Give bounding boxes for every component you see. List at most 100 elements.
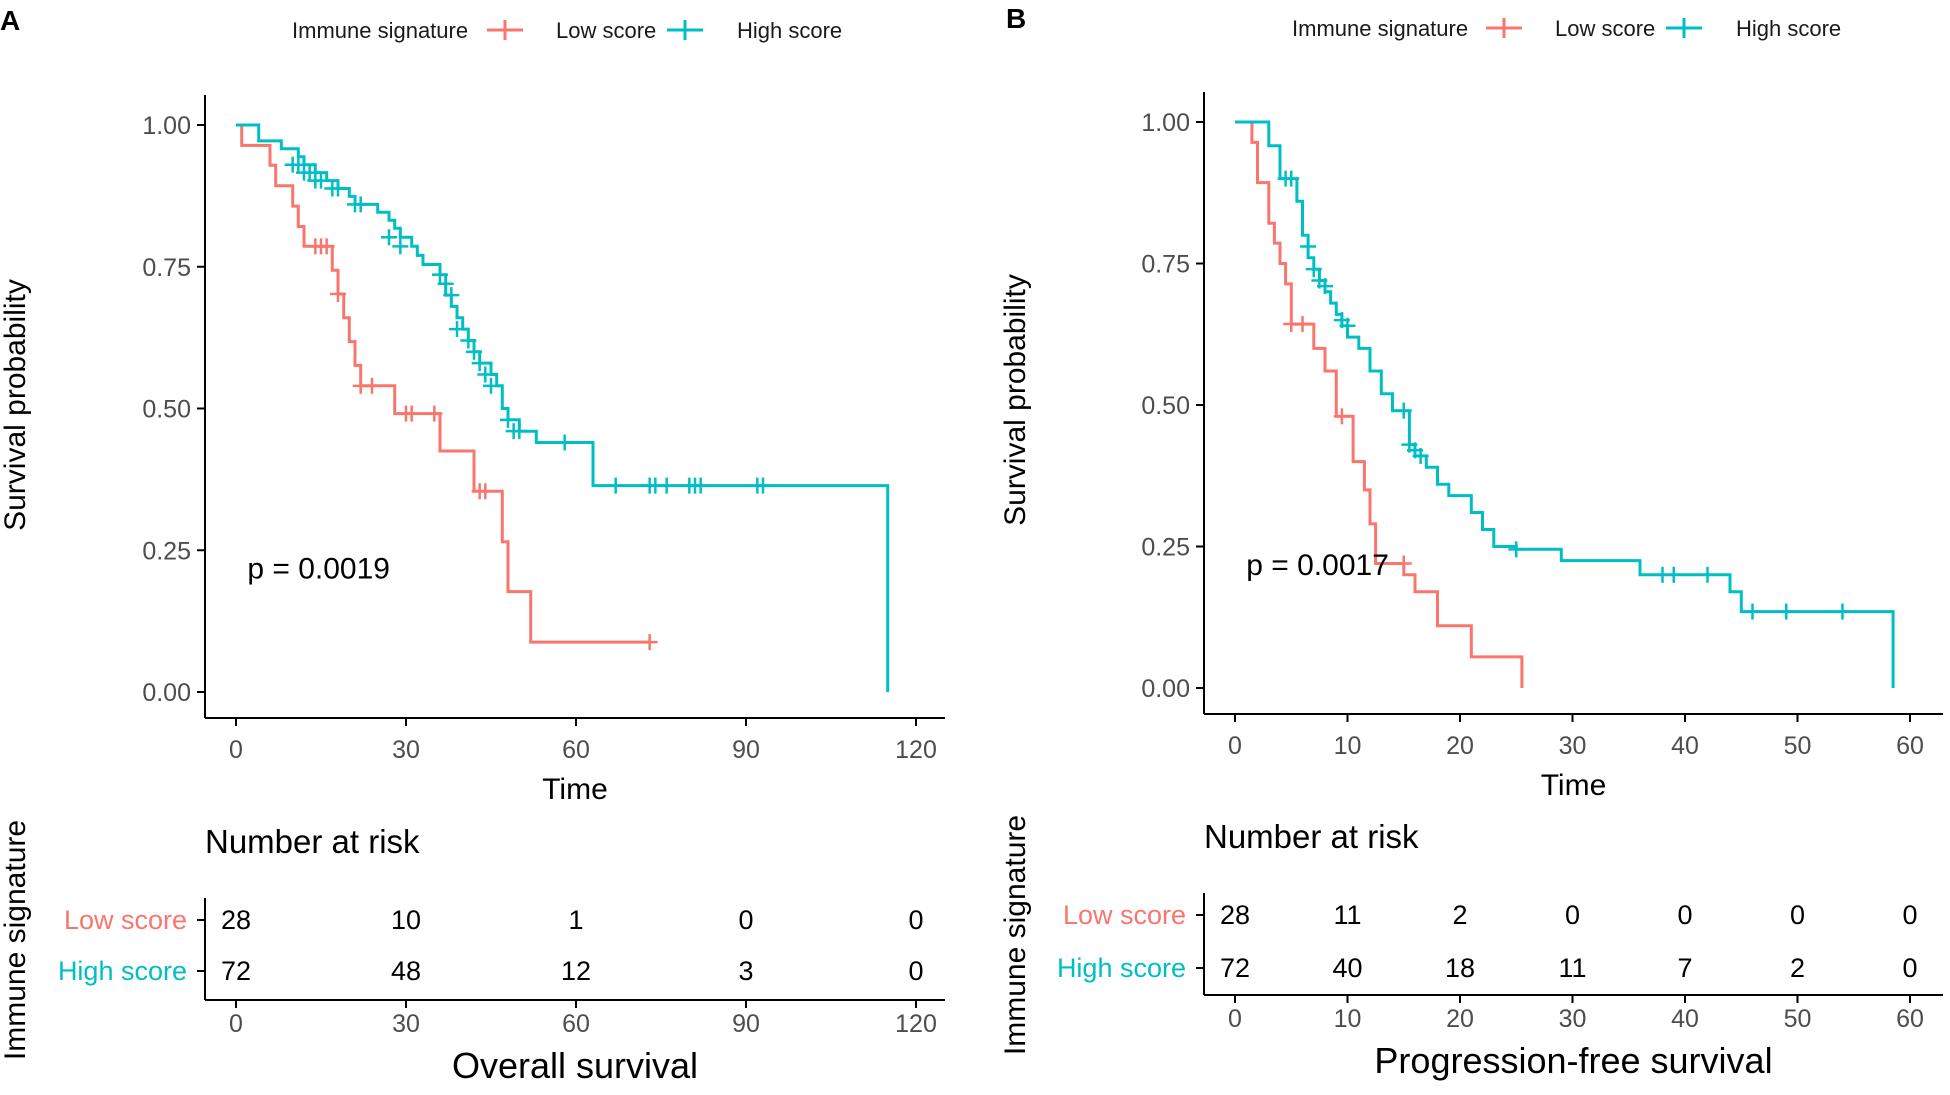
risk-row-label-low: Low score <box>64 905 187 935</box>
x-tick-label: 0 <box>1228 732 1242 760</box>
risk-count: 40 <box>1332 953 1362 983</box>
risk-table-x-label: Overall survival <box>452 1045 698 1086</box>
censor-mark-high <box>755 477 771 494</box>
risk-count: 0 <box>1902 953 1917 983</box>
y-tick-label: 0.75 <box>1141 251 1190 279</box>
legend-label-low: Low score <box>556 18 656 43</box>
censor-mark-low <box>318 238 335 255</box>
risk-x-tick-label: 0 <box>229 1010 243 1038</box>
censor-mark-high <box>1778 603 1795 620</box>
curve-high <box>236 123 890 692</box>
censor-mark-high <box>483 377 499 394</box>
risk-count: 28 <box>1220 900 1250 930</box>
risk-count: 0 <box>1565 900 1580 930</box>
legend-title: Immune signature <box>1292 16 1468 41</box>
y-tick-label: 0.50 <box>1141 392 1190 420</box>
curve-high <box>1235 120 1895 688</box>
censor-mark-low <box>364 377 380 394</box>
risk-count: 28 <box>221 905 251 935</box>
risk-table-y-label: Immune signature <box>0 820 32 1060</box>
censor-mark-high <box>313 172 329 189</box>
censor-mark-high <box>477 366 494 383</box>
risk-count: 2 <box>1790 953 1805 983</box>
x-tick-label: 40 <box>1671 732 1699 760</box>
y-tick-label: 0.75 <box>142 254 191 282</box>
censor-mark-high <box>1317 278 1333 295</box>
censor-mark-high <box>1744 603 1761 620</box>
risk-row-label-high: High score <box>1057 953 1186 983</box>
risk-count: 3 <box>738 956 753 986</box>
censor-mark-high <box>1305 261 1322 278</box>
censor-mark-high <box>466 343 482 360</box>
x-tick-label: 30 <box>392 736 420 764</box>
risk-count: 48 <box>391 956 421 986</box>
panel-label: A <box>0 5 20 36</box>
y-tick-label: 0.50 <box>142 396 191 424</box>
censor-mark-high <box>1395 402 1412 419</box>
legend-label-high: High score <box>1736 16 1841 41</box>
risk-count: 10 <box>391 905 421 935</box>
x-tick-label: 120 <box>895 736 937 764</box>
censor-mark-low <box>1395 555 1412 572</box>
y-tick-label: 1.00 <box>142 112 191 140</box>
risk-count: 0 <box>738 905 753 935</box>
censor-mark-high <box>1339 317 1356 334</box>
risk-table-x-label: Progression-free survival <box>1374 1040 1772 1081</box>
censor-mark-high <box>1300 238 1317 255</box>
risk-count: 0 <box>1902 900 1917 930</box>
legend-label-low: Low score <box>1555 16 1655 41</box>
censor-mark-high <box>1834 603 1851 620</box>
censor-mark-low <box>426 405 443 422</box>
risk-table-title: Number at risk <box>205 823 420 860</box>
risk-row-label-high: High score <box>58 956 187 986</box>
x-tick-label: 60 <box>562 736 590 764</box>
censor-mark-high <box>381 229 397 246</box>
km-figure-b: B Immune signature Low score High score 0.00… <box>999 3 1943 1081</box>
censor-mark-high <box>556 434 573 451</box>
risk-count: 0 <box>1790 900 1805 930</box>
risk-count: 2 <box>1452 900 1467 930</box>
risk-x-tick-label: 60 <box>562 1010 590 1038</box>
censor-mark-high <box>607 477 624 494</box>
risk-x-tick-label: 30 <box>392 1010 420 1038</box>
censor-mark-high <box>432 266 448 283</box>
km-figure-a: A Immune signature Low score High score 0.00… <box>0 5 945 1086</box>
censor-mark-high <box>352 196 369 213</box>
risk-count: 12 <box>561 956 591 986</box>
censor-mark-high <box>500 411 516 428</box>
censor-mark-high <box>1699 566 1716 583</box>
y-axis-label: Survival probability <box>0 279 32 531</box>
censor-mark-high <box>460 332 477 349</box>
x-tick-label: 30 <box>1559 732 1587 760</box>
risk-x-tick-label: 120 <box>895 1010 937 1038</box>
panel-label: B <box>1006 3 1026 34</box>
censor-mark-high <box>1283 170 1300 187</box>
x-tick-label: 50 <box>1784 732 1812 760</box>
x-axis-label: Time <box>542 773 608 806</box>
risk-count: 0 <box>908 956 923 986</box>
censor-mark-high <box>471 355 488 372</box>
survival-panel-b: B Immune signature Low score High score 0.00… <box>975 0 1950 1095</box>
censor-mark-high <box>692 477 709 494</box>
curve-low <box>236 123 650 644</box>
x-axis-label: Time <box>1541 769 1607 802</box>
censor-mark-low <box>403 405 420 422</box>
p-value: p = 0.0019 <box>247 553 390 586</box>
x-tick-label: 20 <box>1446 732 1474 760</box>
censor-mark-high <box>658 477 675 494</box>
censor-mark-high <box>1412 447 1429 464</box>
risk-x-tick-label: 0 <box>1228 1005 1242 1033</box>
censor-mark-low <box>1333 408 1350 425</box>
censor-mark-high <box>437 275 454 292</box>
risk-x-tick-label: 30 <box>1559 1005 1587 1033</box>
risk-x-tick-label: 90 <box>732 1010 760 1038</box>
y-tick-label: 0.00 <box>142 679 191 707</box>
risk-x-tick-label: 60 <box>1896 1005 1924 1033</box>
risk-count: 7 <box>1677 953 1692 983</box>
risk-table-title: Number at risk <box>1204 818 1419 855</box>
survival-panel-a: A Immune signature Low score High score 0.00… <box>0 5 945 1086</box>
x-tick-label: 0 <box>229 736 243 764</box>
censor-mark-high <box>443 287 460 304</box>
censor-mark-high <box>330 180 346 197</box>
legend-title: Immune signature <box>292 18 468 43</box>
